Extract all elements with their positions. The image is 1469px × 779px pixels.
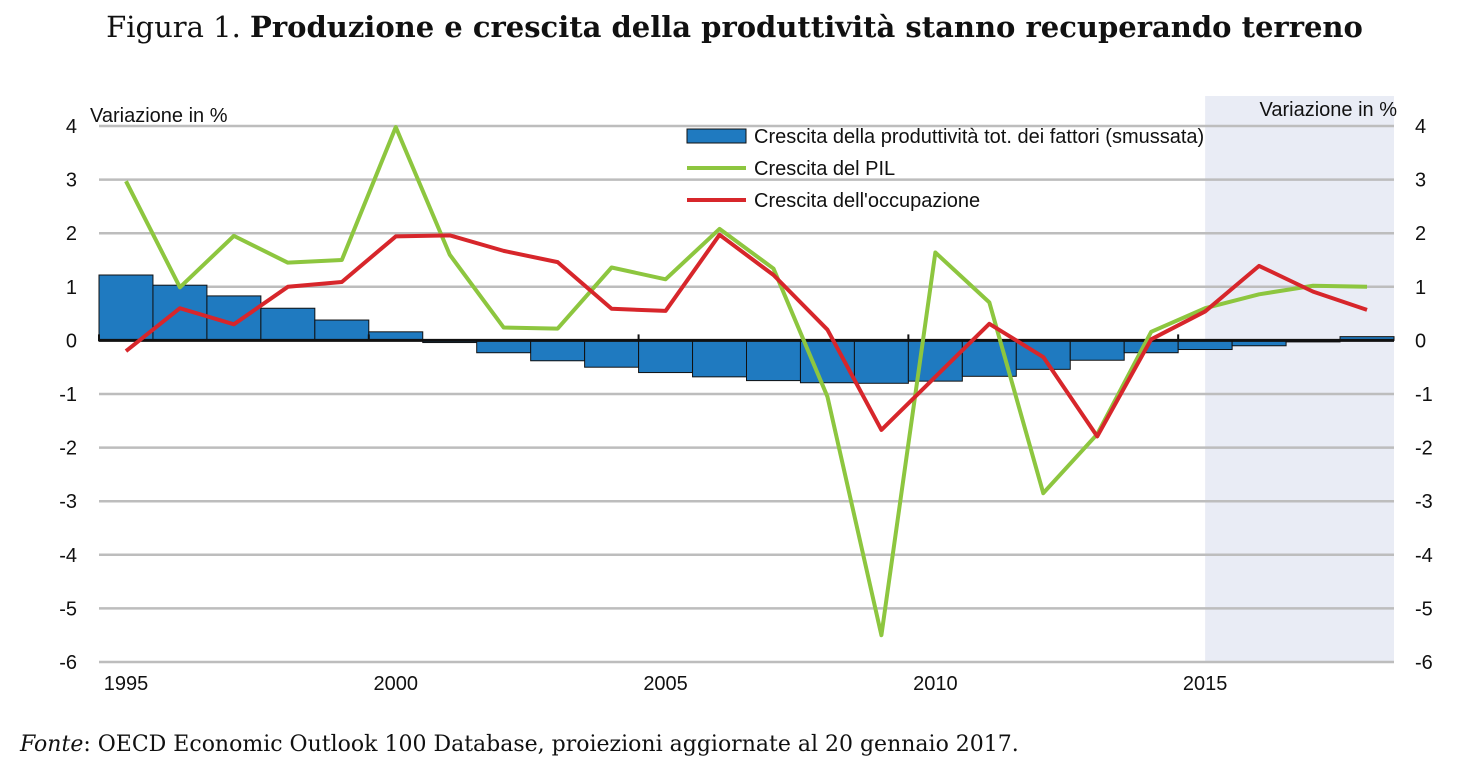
y-tick-label: 2 — [66, 223, 77, 245]
y-tick-label: 1 — [1415, 277, 1426, 299]
y-tick-label: -1 — [59, 384, 77, 406]
source-text: : OECD Economic Outlook 100 Database, pr… — [83, 732, 1019, 757]
x-tick-label: 2015 — [1183, 673, 1228, 695]
y-axis-label-right: Variazione in % — [1260, 99, 1398, 121]
y-tick-label: 2 — [1415, 223, 1426, 245]
projection-shade — [1205, 96, 1394, 662]
x-tick-label: 1995 — [104, 673, 149, 695]
legend-label: Crescita della produttività tot. dei fat… — [754, 126, 1204, 148]
bar — [692, 339, 748, 378]
bar — [1069, 339, 1125, 361]
bar — [638, 339, 694, 374]
y-tick-label: 3 — [66, 170, 77, 192]
bar-series — [98, 274, 1395, 384]
y-axis-left: 4 3 2 1 0 -1 -2 -3 -4 -5 -6 — [59, 116, 77, 674]
y-tick-label: -5 — [59, 598, 77, 620]
x-tick-marks — [98, 334, 1180, 342]
bar — [530, 339, 586, 362]
y-tick-label: -2 — [1415, 438, 1433, 460]
bar — [98, 274, 154, 341]
chart: 4 3 2 1 0 -1 -2 -3 -4 -5 -6 4 3 2 1 0 -1 -2 -3 -4 -5 -6 1995… — [59, 96, 1433, 695]
bar — [476, 339, 532, 354]
legend-label: Crescita del PIL — [754, 158, 895, 180]
y-tick-label: 3 — [1415, 170, 1426, 192]
bar — [314, 319, 370, 341]
y-tick-label: 1 — [66, 277, 77, 299]
y-tick-label: -6 — [59, 652, 77, 674]
gridlines — [99, 124, 1394, 664]
legend: Crescita della produttività tot. dei fat… — [686, 126, 1204, 212]
y-tick-label: -4 — [1415, 545, 1433, 567]
bar — [260, 307, 316, 341]
y-tick-label: 0 — [66, 330, 77, 352]
bar — [746, 339, 801, 382]
y-tick-label: -1 — [1415, 384, 1433, 406]
line-series — [124, 125, 1368, 638]
legend-label: Crescita dell'occupazione — [754, 190, 980, 212]
source-label: Fonte — [20, 732, 84, 757]
y-axis-label-left: Variazione in % — [90, 105, 228, 127]
y-tick-label: -3 — [59, 491, 77, 513]
figure-title: Figura 1. Produzione e crescita della pr… — [0, 10, 1469, 44]
x-tick-label: 2010 — [913, 673, 958, 695]
y-tick-label: 4 — [66, 116, 77, 138]
gdp-growth-line — [124, 125, 1368, 638]
y-tick-label: -6 — [1415, 652, 1433, 674]
source-note: Fonte: OECD Economic Outlook 100 Databas… — [20, 732, 1019, 757]
x-tick-label: 2005 — [643, 673, 688, 695]
figure-title-text: Produzione e crescita della produttività… — [250, 10, 1363, 44]
bar — [584, 339, 640, 368]
y-tick-label: -2 — [59, 438, 77, 460]
y-tick-label: -4 — [59, 545, 77, 567]
y-tick-label: 4 — [1415, 116, 1426, 138]
y-axis-right: 4 3 2 1 0 -1 -2 -3 -4 -5 -6 — [1415, 116, 1433, 674]
y-tick-label: -3 — [1415, 491, 1433, 513]
x-tick-label: 2000 — [374, 673, 419, 695]
legend-swatch-bar — [686, 128, 747, 144]
figure-number: Figura 1. — [106, 10, 241, 44]
x-axis: 1995 2000 2005 2010 2015 — [104, 673, 1228, 695]
y-tick-label: 0 — [1415, 330, 1426, 352]
y-tick-label: -5 — [1415, 598, 1433, 620]
bar — [853, 339, 909, 384]
employment-growth-line — [124, 232, 1368, 439]
